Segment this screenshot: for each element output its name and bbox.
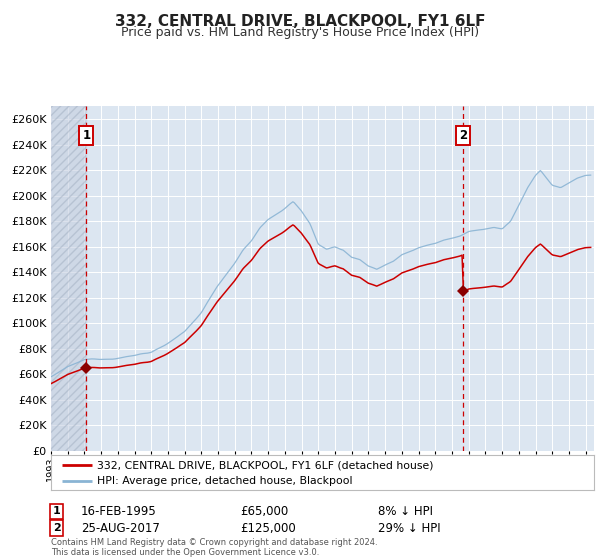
Text: 2: 2 (53, 523, 61, 533)
Text: Contains HM Land Registry data © Crown copyright and database right 2024.
This d: Contains HM Land Registry data © Crown c… (51, 538, 377, 557)
Text: £125,000: £125,000 (240, 521, 296, 535)
Text: £65,000: £65,000 (240, 505, 288, 518)
Text: 8% ↓ HPI: 8% ↓ HPI (378, 505, 433, 518)
Text: Price paid vs. HM Land Registry's House Price Index (HPI): Price paid vs. HM Land Registry's House … (121, 26, 479, 39)
Text: 332, CENTRAL DRIVE, BLACKPOOL, FY1 6LF (detached house): 332, CENTRAL DRIVE, BLACKPOOL, FY1 6LF (… (97, 460, 434, 470)
Text: 29% ↓ HPI: 29% ↓ HPI (378, 521, 440, 535)
Text: HPI: Average price, detached house, Blackpool: HPI: Average price, detached house, Blac… (97, 476, 353, 486)
Text: 16-FEB-1995: 16-FEB-1995 (81, 505, 157, 518)
Text: 25-AUG-2017: 25-AUG-2017 (81, 521, 160, 535)
Text: 1: 1 (82, 129, 91, 142)
Text: 332, CENTRAL DRIVE, BLACKPOOL, FY1 6LF: 332, CENTRAL DRIVE, BLACKPOOL, FY1 6LF (115, 14, 485, 29)
Text: 1: 1 (53, 506, 61, 516)
Polygon shape (51, 106, 86, 451)
Text: 2: 2 (459, 129, 467, 142)
